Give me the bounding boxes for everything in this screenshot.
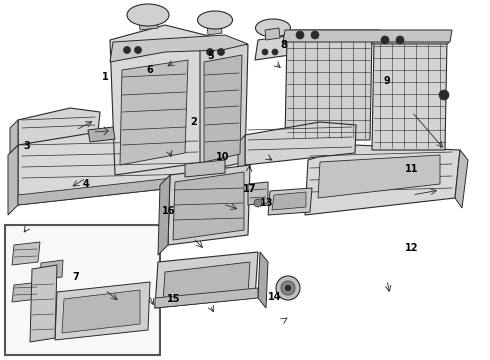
Polygon shape bbox=[185, 160, 225, 177]
Polygon shape bbox=[18, 108, 100, 145]
Circle shape bbox=[123, 46, 130, 54]
Ellipse shape bbox=[255, 19, 291, 37]
Polygon shape bbox=[18, 130, 205, 205]
Polygon shape bbox=[258, 252, 268, 308]
Polygon shape bbox=[285, 30, 380, 40]
Polygon shape bbox=[207, 22, 222, 35]
Polygon shape bbox=[283, 30, 452, 42]
Circle shape bbox=[254, 199, 262, 207]
Polygon shape bbox=[238, 135, 245, 173]
Circle shape bbox=[134, 46, 142, 54]
Polygon shape bbox=[168, 165, 250, 245]
Polygon shape bbox=[12, 282, 40, 302]
Polygon shape bbox=[318, 155, 440, 198]
Text: 2: 2 bbox=[190, 117, 197, 127]
Text: 9: 9 bbox=[384, 76, 391, 86]
Polygon shape bbox=[155, 252, 258, 308]
Polygon shape bbox=[18, 175, 200, 205]
Text: 8: 8 bbox=[281, 40, 288, 50]
Text: 4: 4 bbox=[82, 179, 89, 189]
Circle shape bbox=[272, 49, 278, 55]
Polygon shape bbox=[55, 282, 150, 340]
Polygon shape bbox=[163, 262, 250, 302]
Circle shape bbox=[276, 276, 300, 300]
Text: 15: 15 bbox=[167, 294, 181, 304]
Text: 1: 1 bbox=[102, 72, 109, 82]
Polygon shape bbox=[173, 172, 244, 240]
Text: 13: 13 bbox=[260, 198, 274, 208]
Polygon shape bbox=[12, 242, 40, 265]
Polygon shape bbox=[62, 290, 140, 333]
Circle shape bbox=[218, 49, 224, 55]
Polygon shape bbox=[110, 35, 248, 62]
Polygon shape bbox=[305, 145, 460, 215]
Circle shape bbox=[396, 36, 404, 44]
Text: 6: 6 bbox=[146, 65, 153, 75]
Polygon shape bbox=[285, 35, 372, 140]
Text: 7: 7 bbox=[73, 272, 79, 282]
Polygon shape bbox=[8, 145, 18, 215]
Polygon shape bbox=[139, 18, 158, 30]
Circle shape bbox=[296, 31, 304, 39]
Circle shape bbox=[439, 90, 449, 100]
Polygon shape bbox=[200, 40, 248, 172]
Polygon shape bbox=[88, 127, 115, 142]
Text: 11: 11 bbox=[405, 164, 418, 174]
Circle shape bbox=[262, 49, 268, 55]
Text: 10: 10 bbox=[216, 152, 230, 162]
Circle shape bbox=[206, 49, 214, 55]
Polygon shape bbox=[372, 34, 450, 44]
Circle shape bbox=[311, 31, 319, 39]
Polygon shape bbox=[372, 40, 447, 150]
Text: 5: 5 bbox=[207, 51, 214, 61]
Polygon shape bbox=[110, 25, 225, 175]
Bar bbox=[5, 225, 160, 355]
Polygon shape bbox=[10, 120, 18, 153]
Polygon shape bbox=[30, 265, 57, 342]
Polygon shape bbox=[155, 288, 258, 308]
Polygon shape bbox=[158, 175, 170, 255]
Text: 16: 16 bbox=[162, 206, 176, 216]
Circle shape bbox=[381, 36, 389, 44]
Polygon shape bbox=[455, 150, 468, 208]
Polygon shape bbox=[204, 55, 242, 162]
Text: 3: 3 bbox=[24, 141, 30, 151]
Circle shape bbox=[281, 281, 295, 295]
Ellipse shape bbox=[197, 11, 232, 29]
Text: 17: 17 bbox=[243, 184, 257, 194]
Polygon shape bbox=[265, 28, 280, 40]
Polygon shape bbox=[255, 35, 293, 60]
Circle shape bbox=[285, 285, 291, 291]
Polygon shape bbox=[248, 182, 268, 205]
Text: 14: 14 bbox=[268, 292, 281, 302]
Polygon shape bbox=[268, 188, 312, 215]
Ellipse shape bbox=[127, 4, 169, 26]
Polygon shape bbox=[245, 122, 356, 165]
Polygon shape bbox=[40, 260, 63, 280]
Polygon shape bbox=[272, 192, 306, 210]
Polygon shape bbox=[120, 60, 188, 165]
Text: 12: 12 bbox=[405, 243, 418, 253]
